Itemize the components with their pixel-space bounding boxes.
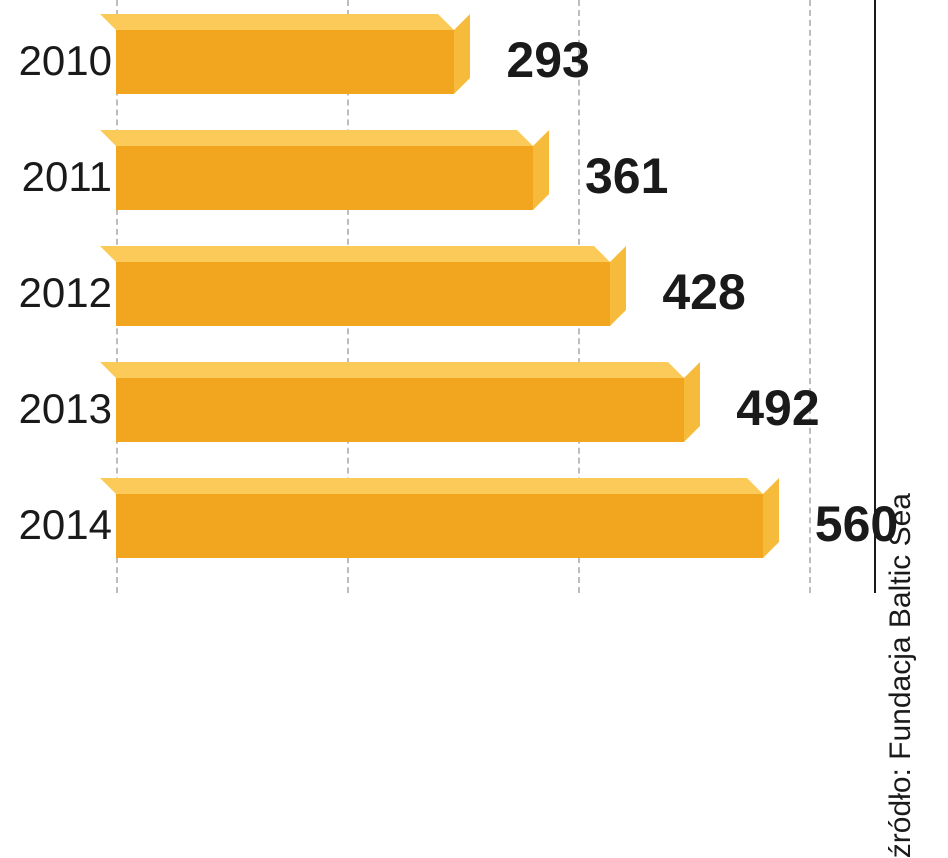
gridline [809,0,811,593]
bar-side-face [533,130,549,210]
bar-front-face [116,378,684,442]
bar-top-face [100,130,533,146]
y-axis-label: 2014 [0,501,112,549]
bar [116,30,470,110]
bar-chart: 2009252201029320113612012428201349220145… [0,0,948,593]
source-text: źródło: Fundacja Baltic Sea [884,493,918,858]
y-axis-label: 2010 [0,37,112,85]
y-axis-label: 2012 [0,269,112,317]
bar [116,262,626,342]
y-axis-label: 2011 [0,153,112,201]
bar-side-face [684,362,700,442]
bar [116,378,700,458]
bar-side-face [610,246,626,326]
value-label: 361 [585,147,668,205]
bar-side-face [454,14,470,94]
bar-front-face [116,30,454,94]
bar [116,146,549,226]
bar-top-face [100,14,454,30]
bar-front-face [116,494,763,558]
bar [116,494,779,574]
bar-top-face [100,246,610,262]
value-label: 428 [662,263,745,321]
bar-front-face [116,262,610,326]
value-label: 492 [736,379,819,437]
bar-side-face [763,478,779,558]
y-axis-label: 2013 [0,385,112,433]
value-label: 293 [506,31,589,89]
bar-top-face [100,478,763,494]
bar-top-face [100,362,684,378]
bar-front-face [116,146,533,210]
